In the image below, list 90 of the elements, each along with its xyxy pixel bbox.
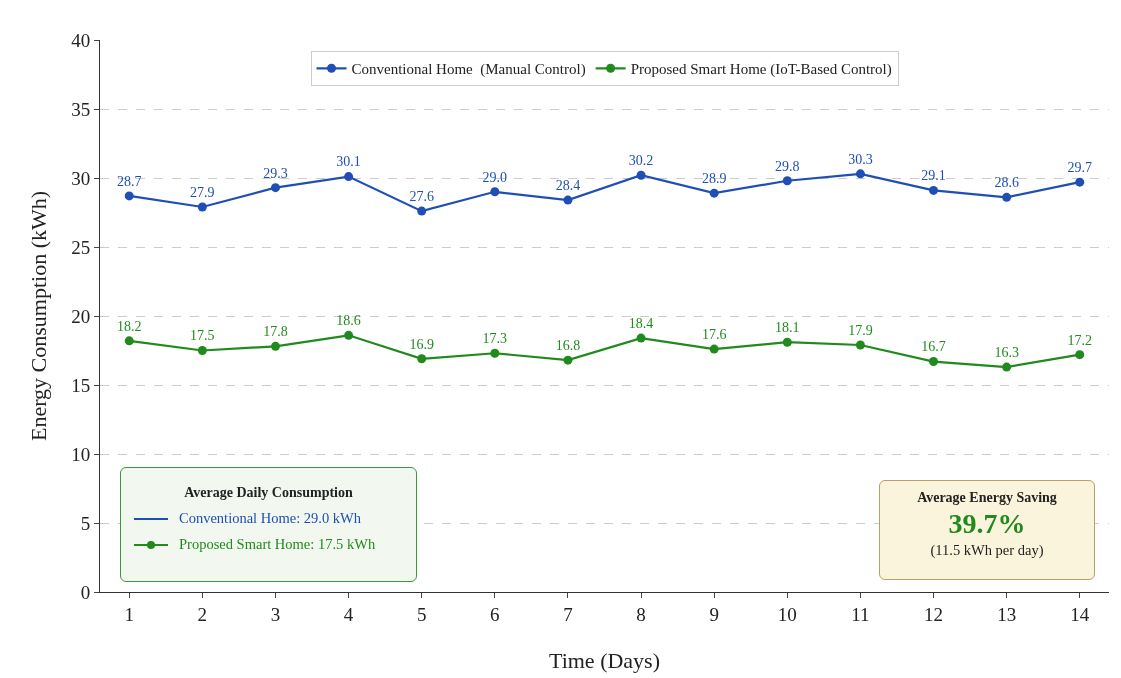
point: [929, 185, 939, 195]
data-label: 16.8: [555, 338, 581, 354]
data-label: 28.9: [701, 171, 727, 187]
point: [1075, 177, 1085, 187]
point: [490, 348, 500, 358]
y-tick-label: 5: [80, 512, 91, 534]
saving-box: Average Energy Saving 39.7% (11.5 kWh per day): [879, 480, 1095, 580]
point: [197, 202, 207, 212]
data-label: 30.1: [336, 154, 361, 170]
data-label: 28.6: [994, 175, 1019, 191]
annotation: Average Energy Saving: [916, 490, 1058, 506]
point: [417, 206, 427, 216]
point: [563, 355, 573, 365]
point: [709, 344, 719, 354]
y-tick-label: 40: [71, 29, 91, 51]
data-label: 29.0: [482, 169, 508, 185]
data-label: 17.2: [1067, 332, 1092, 348]
point: [782, 176, 792, 186]
legend-label: Proposed Smart Home (IoT-Based Control): [630, 61, 892, 79]
point: [1075, 350, 1085, 360]
point: [929, 357, 939, 367]
x-tick-label: 5: [416, 603, 427, 625]
point: [636, 170, 646, 180]
annotation: Proposed Smart Home: 17.5 kWh: [179, 536, 376, 553]
x-tick-label: 11: [851, 603, 870, 625]
point: [417, 354, 427, 364]
data-label: 17.9: [848, 322, 873, 338]
data-label: 29.7: [1067, 160, 1092, 176]
point: [636, 333, 646, 343]
data-label: 16.7: [921, 339, 946, 355]
x-tick-label: 8: [636, 603, 646, 625]
data-label: 30.3: [848, 151, 873, 167]
x-tick-label: 1: [124, 603, 134, 625]
y-tick-label: 25: [71, 236, 91, 258]
data-label: 16.9: [409, 336, 434, 352]
data-label: 27.9: [190, 184, 215, 200]
y-tick-label: 35: [71, 98, 91, 120]
data-label: 29.3: [263, 165, 288, 181]
x-tick-label: 2: [197, 603, 208, 625]
annotation: 39.7%: [947, 508, 1027, 540]
x-tick-label: 9: [709, 603, 719, 625]
point: [124, 191, 134, 201]
point: [709, 188, 719, 198]
data-label: 17.6: [701, 326, 727, 342]
x-tick-label: 13: [997, 603, 1017, 625]
data-label: 30.2: [628, 153, 654, 169]
point: [782, 337, 792, 347]
point: [855, 340, 865, 350]
data-label: 16.3: [994, 344, 1019, 360]
y-tick-label: 10: [71, 443, 91, 465]
point: [490, 187, 500, 197]
y-tick-label: 0: [80, 581, 91, 603]
y-tick-label: 20: [71, 305, 91, 327]
x-tick-label: 3: [270, 603, 281, 625]
data-label: 17.3: [482, 331, 508, 347]
data-label: 17.8: [263, 324, 288, 340]
point: [563, 195, 573, 205]
y-tick-label: 30: [71, 167, 91, 189]
annotation: Conventional Home: 29.0 kWh: [179, 510, 362, 527]
y-axis-title: Energy Consumption (kWh): [26, 190, 51, 442]
x-tick-label: 6: [490, 603, 500, 625]
legend-label: Conventional Home (Manual Control): [351, 61, 586, 79]
point: [124, 336, 134, 346]
data-label: 28.7: [117, 173, 142, 189]
x-tick-label: 14: [1070, 603, 1090, 625]
point: [1002, 362, 1012, 372]
point: [855, 169, 865, 179]
data-label: 27.6: [409, 188, 434, 204]
annotation: Average Daily Consumption: [183, 485, 354, 501]
data-label: 18.1: [775, 320, 800, 336]
x-axis-title: Time (Days): [548, 648, 661, 673]
x-tick-label: 10: [777, 603, 797, 625]
x-tick-label: 7: [563, 603, 573, 625]
point: [197, 346, 207, 355]
annotation: (11.5 kWh per day): [929, 542, 1045, 559]
data-label: 18.2: [117, 318, 142, 334]
data-label: 28.4: [555, 177, 581, 193]
data-label: 18.6: [336, 313, 361, 329]
point: [344, 172, 354, 182]
y-tick-label: 15: [71, 374, 91, 396]
point: [1002, 192, 1012, 202]
point: [344, 330, 354, 340]
data-label: 29.8: [775, 158, 800, 174]
data-label: 18.4: [628, 315, 654, 331]
data-label: 17.5: [190, 328, 215, 344]
point: [270, 341, 280, 351]
data-label: 29.1: [921, 168, 946, 184]
x-tick-label: 4: [343, 603, 354, 625]
point: [270, 183, 280, 193]
x-tick-label: 12: [924, 603, 944, 625]
